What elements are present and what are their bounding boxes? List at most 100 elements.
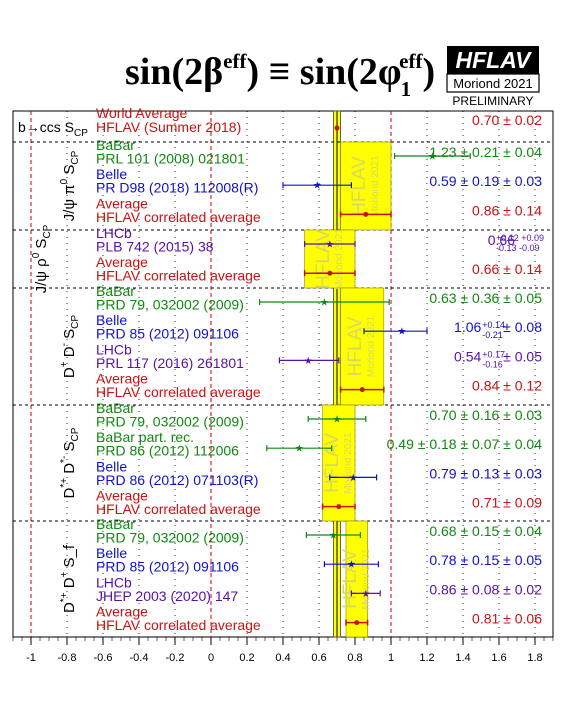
measurement-point: ★ — [329, 531, 338, 542]
group-label: J/ψ π0 SCP — [59, 150, 81, 221]
entry-value-main: 0.86 ± 0.08 ± 0.02 — [429, 581, 542, 597]
group-label-sub: CP — [70, 315, 81, 329]
entry-experiment: BaBar — [96, 137, 135, 153]
world-average-sublabel: HFLAV (Summer 2018) — [96, 119, 241, 135]
entry-value-main: 0.66 — [488, 232, 515, 248]
entry-value: 0.68 ± 0.15 ± 0.04 — [429, 523, 542, 539]
entry-experiment: BaBar — [96, 516, 135, 532]
average-point — [354, 620, 360, 626]
entry-value: 1.23 ± 0.21 ± 0.04 — [429, 144, 542, 160]
x-tick-label: 1 — [388, 652, 394, 664]
group-label-text: b→ccs S — [18, 119, 74, 135]
entry-reference: PRD 79, 032002 (2009) — [96, 414, 244, 430]
group-label-sup: *- — [59, 456, 70, 463]
entry-value-tail: ± 0.05 — [499, 348, 542, 364]
entry-reference: JHEP 2003 (2020) 147 — [96, 588, 238, 604]
entry-experiment: Average — [96, 254, 148, 270]
band-watermark-sub: Moriond 2021 — [366, 315, 377, 377]
entry-reference: PRD 79, 032002 (2009) — [96, 297, 244, 313]
entry-value-tail: ± 0.08 — [499, 319, 542, 335]
x-tick-label: 0.8 — [347, 652, 362, 664]
entry-value-main: 0.54 — [454, 348, 481, 364]
group-label-text: S — [61, 165, 78, 179]
entry-value: 0.59 ± 0.19 ± 0.03 — [429, 173, 542, 189]
group-label-sup: 0 — [31, 252, 42, 258]
title-sup-2: eff — [399, 49, 423, 73]
x-tick-label: 1.8 — [527, 652, 542, 664]
entry-reference: HFLAV correlated average — [96, 209, 261, 225]
entry-value-main: 0.81 ± 0.06 — [472, 611, 542, 627]
entry-value-main: 0.68 ± 0.15 ± 0.04 — [429, 523, 542, 539]
entry-value: 0.70 ± 0.16 ± 0.03 — [429, 407, 542, 423]
entry-value-main: 0.84 ± 0.12 — [472, 378, 542, 394]
entry-reference: HFLAV correlated average — [96, 617, 261, 633]
x-tick-label: -1 — [26, 652, 36, 664]
world-average-value: 0.70 ± 0.02 — [472, 112, 542, 128]
entry-experiment: Belle — [96, 312, 127, 328]
measurement-point: ★ — [295, 444, 304, 455]
group-label-text: D — [61, 367, 78, 378]
entry-experiment: BaBar — [96, 400, 135, 416]
measurement-point: ★ — [325, 240, 334, 251]
group-average-band — [345, 520, 368, 638]
average-point — [336, 504, 342, 510]
entry-value-main: 0.70 ± 0.16 ± 0.03 — [429, 407, 542, 423]
average-point — [359, 387, 365, 393]
logo-subtitle-box — [446, 73, 540, 93]
group-label-text: J/ψ π — [61, 184, 78, 221]
entry-reference: PR D98 (2018) 112008(R) — [96, 180, 258, 196]
entry-reference: HFLAV correlated average — [96, 268, 261, 284]
entry-value: 0.84 ± 0.12 — [472, 378, 542, 394]
group-label-text: J/ψ ρ — [33, 258, 50, 293]
entry-reference: PRD 85 (2012) 091106 — [96, 326, 239, 342]
group-label-sub: CP — [74, 128, 88, 139]
entry-value-sub: -0.13 -0.09 — [496, 243, 540, 253]
entry-value: 0.71 ± 0.09 — [472, 495, 542, 511]
x-tick-label: -0.6 — [94, 652, 113, 664]
group-label-sup: 0 — [59, 178, 70, 184]
entry-value: 1.06 ± 0.08 — [454, 319, 542, 335]
group-label-sup: *+ — [59, 478, 70, 488]
x-tick-label: 0.6 — [311, 652, 326, 664]
entry-experiment: Belle — [96, 545, 127, 561]
band-watermark: HFLAV — [313, 229, 334, 289]
entry-experiment: Average — [96, 488, 148, 504]
title-text-3: ) — [422, 51, 435, 93]
entry-reference: PRL 117 (2016) 261801 — [96, 355, 244, 371]
entry-value-main: 0.78 ± 0.15 ± 0.05 — [429, 552, 542, 568]
band-watermark: HFLAV — [340, 549, 361, 609]
entry-value-main: 0.86 ± 0.14 — [472, 202, 542, 218]
entry-experiment: BaBar part. rec. — [96, 429, 194, 445]
group-label: D*+ D*- SCP — [59, 427, 81, 498]
entry-value-main: 0.66 ± 0.14 — [472, 261, 542, 277]
entry-value: 0.54 ± 0.05 — [454, 348, 542, 364]
logo-subtitle: Moriond 2021 — [453, 76, 533, 91]
entry-reference: PRL 101 (2008) 021801 — [96, 151, 245, 167]
group-label-sup: *+ — [59, 592, 70, 602]
entry-value: 0.66 — [488, 232, 542, 248]
entry-value-sub: -0.21 — [482, 330, 503, 340]
chart-title: sin(2βeff) ≡ sin(2φ1eff) — [125, 49, 435, 101]
logo-text: HFLAV — [456, 47, 533, 73]
band-watermark: HFLAV — [322, 433, 343, 493]
world-average-label: World Average — [96, 105, 188, 121]
group-label-sub: CP — [42, 224, 53, 238]
entry-experiment: LHCb — [96, 341, 132, 357]
measurement-point: ★ — [349, 473, 358, 484]
group-label-sup: - — [59, 343, 70, 346]
x-tick-label: 0 — [208, 652, 214, 664]
entry-experiment: Average — [96, 604, 148, 620]
entry-value-main: 0.63 ± 0.36 ± 0.05 — [429, 290, 542, 306]
entry-experiment: BaBar — [96, 283, 135, 299]
entry-experiment: Belle — [96, 458, 127, 474]
entry-reference: HFLAV correlated average — [96, 384, 261, 400]
entry-value-sup: +0.14 — [482, 320, 505, 330]
x-tick-label: -0.4 — [130, 652, 149, 664]
entry-experiment: LHCb — [96, 574, 132, 590]
group-label-text: S — [33, 239, 50, 253]
entry-reference: PRD 79, 032002 (2009) — [96, 530, 244, 546]
entry-experiment: Average — [96, 195, 148, 211]
group-average-band — [304, 229, 356, 289]
x-tick-label: -0.2 — [166, 652, 185, 664]
